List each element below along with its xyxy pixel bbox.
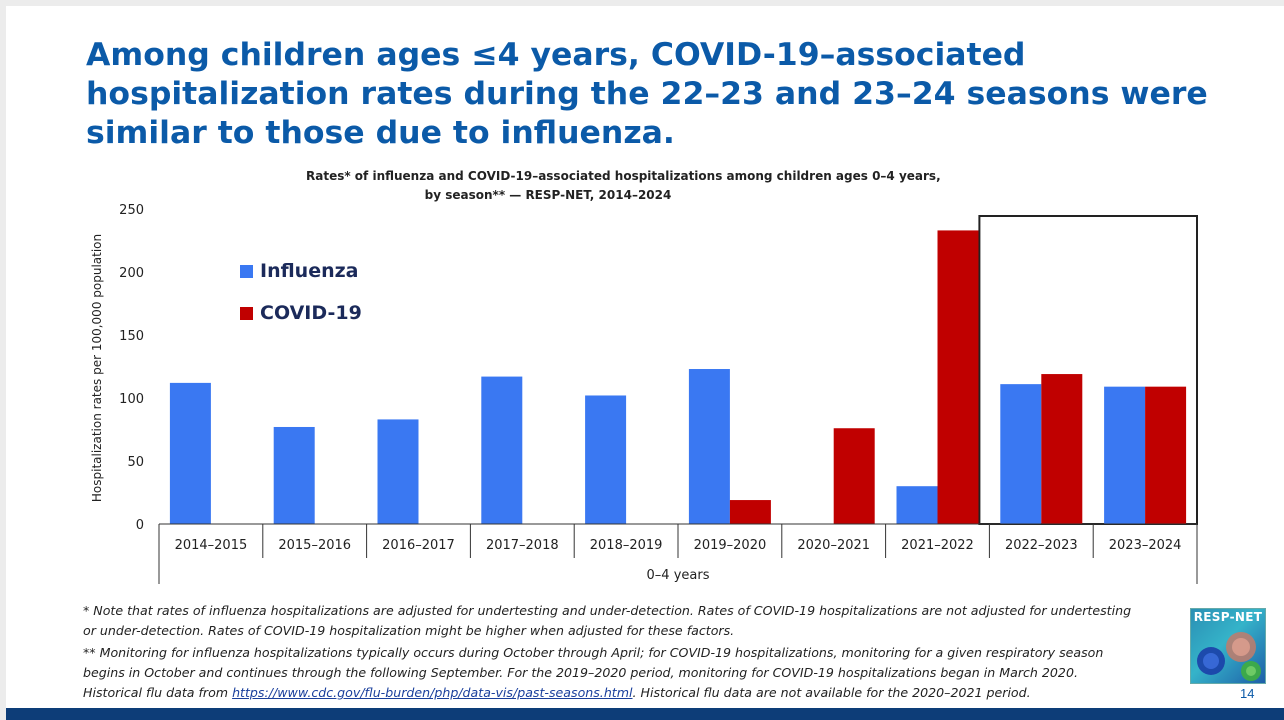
influenza-bar [169, 382, 211, 524]
x-tick-label: 2018–2019 [590, 538, 663, 553]
y-tick-label: 100 [119, 392, 144, 407]
y-tick-label: 250 [119, 203, 144, 218]
x-tick-label: 2021–2022 [901, 538, 974, 553]
slide: Among children ages ≤4 years, COVID-19–a… [6, 6, 1284, 720]
source-prefix: Historical flu data from [83, 685, 233, 700]
chart-title-line: Rates* of influenza and COVID-19–associa… [306, 169, 941, 183]
title-line: similar to those due to influenza. [86, 115, 675, 151]
x-tick-label: 2016–2017 [382, 538, 455, 553]
x-tick-label: 2023–2024 [1109, 538, 1182, 553]
covid-19-bar [1145, 386, 1187, 524]
covid-19-bar [1041, 374, 1083, 524]
virus-illustration-icon [1197, 632, 1261, 681]
x-tick-label: 2019–2020 [694, 538, 767, 553]
x-tick-label: 2020–2021 [797, 538, 870, 553]
source-suffix: . Historical flu data are not available … [632, 685, 1031, 700]
page-title: Among children ages ≤4 years, COVID-19–a… [86, 36, 1236, 153]
covid-19-bar [937, 230, 979, 525]
x-tick-label: 2017–2018 [486, 538, 559, 553]
covid-19-bar [833, 428, 875, 524]
influenza-bar [896, 486, 938, 524]
y-tick-label: 0 [136, 518, 144, 533]
legend-swatch [240, 307, 253, 320]
footnote-source: Historical flu data from https://www.cdc… [83, 683, 1163, 703]
footnote-line: ** Monitoring for influenza hospitalizat… [83, 645, 1104, 660]
page-number: 14 [1240, 686, 1255, 701]
y-tick-label: 200 [119, 266, 144, 281]
footnote-line: begins in October and continues through … [83, 665, 1078, 680]
y-axis-label: Hospitalization rates per 100,000 popula… [90, 234, 104, 502]
x-tick-label: 2022–2023 [1005, 538, 1078, 553]
y-tick-label: 50 [127, 455, 144, 470]
chart-title-line: by season** — RESP-NET, 2014–2024 [424, 188, 672, 202]
influenza-bar [1000, 384, 1042, 524]
covid-19-bar [729, 500, 771, 524]
chart-title: Rates* of influenza and COVID-19–associa… [306, 167, 941, 205]
influenza-bar [273, 426, 315, 524]
footer-bar [6, 708, 1284, 720]
resp-net-logo: RESP-NET [1190, 608, 1266, 684]
footnote-line: or under-detection. Rates of COVID-19 ho… [83, 623, 735, 638]
logo-text: RESP-NET [1193, 610, 1263, 624]
influenza-bar [481, 376, 523, 524]
source-link[interactable]: https://www.cdc.gov/flu-burden/php/data-… [232, 685, 633, 700]
footnotes: * Note that rates of influenza hospitali… [83, 601, 1163, 703]
influenza-bar [585, 395, 627, 524]
x-tick-label: 2015–2016 [278, 538, 351, 553]
legend-label: COVID-19 [260, 302, 362, 324]
influenza-bar [377, 419, 419, 524]
title-line: Among children ages ≤4 years, COVID-19–a… [86, 37, 1026, 73]
x-axis-label: 0–4 years [647, 568, 710, 583]
legend-swatch [240, 265, 253, 278]
legend-label: Influenza [260, 260, 359, 282]
bar-chart: 2014–2015 2015–2016 2016–2017 2017–2018 2018… [90, 203, 1199, 584]
title-line: hospitalization rates during the 22–23 a… [86, 76, 1208, 112]
influenza-bar [1104, 386, 1146, 524]
footnote-line: * Note that rates of influenza hospitali… [83, 603, 1132, 618]
y-tick-label: 150 [119, 329, 144, 344]
x-tick-label: 2014–2015 [175, 538, 248, 553]
influenza-bar [688, 369, 730, 524]
